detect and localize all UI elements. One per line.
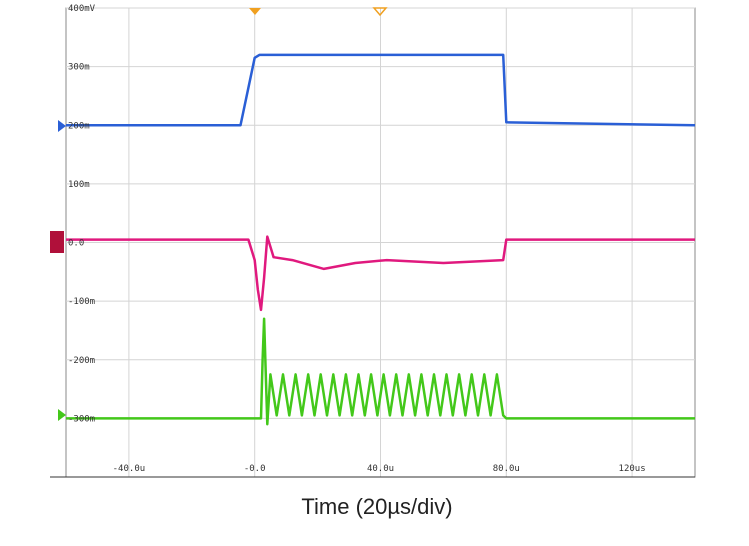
trace xyxy=(66,235,695,312)
position-marker xyxy=(372,7,388,17)
x-axis-label: Time (20µs/div) xyxy=(301,494,452,519)
y-tick-label: 200m xyxy=(68,121,90,131)
y-tick-label: 100m xyxy=(68,180,90,190)
y-tick-label: 0.0 xyxy=(68,239,84,249)
y-tick-label: -200m xyxy=(68,356,95,366)
x-tick-label: 120us xyxy=(619,464,646,474)
channel-1-marker xyxy=(50,231,64,253)
y-tick-label: 300m xyxy=(68,63,90,73)
trigger-marker xyxy=(249,8,261,15)
labels: -40.0u -0.0 40.0u 80.0u 120us 400mV 300m 200m 10… xyxy=(68,4,646,474)
trace xyxy=(66,317,695,426)
channel-2-marker xyxy=(58,409,66,421)
x-tick-label: 40.0u xyxy=(367,464,394,474)
y-tick-label: 400mV xyxy=(68,4,96,14)
trace xyxy=(66,53,696,127)
traces xyxy=(66,53,696,426)
channel-3-marker xyxy=(58,120,66,132)
x-tick-label: 80.0u xyxy=(493,464,520,474)
x-tick-label: -0.0 xyxy=(244,464,266,474)
x-tick-label: -40.0u xyxy=(113,464,146,474)
y-tick-label: -100m xyxy=(68,297,95,307)
y-tick-label: -300m xyxy=(68,414,95,424)
